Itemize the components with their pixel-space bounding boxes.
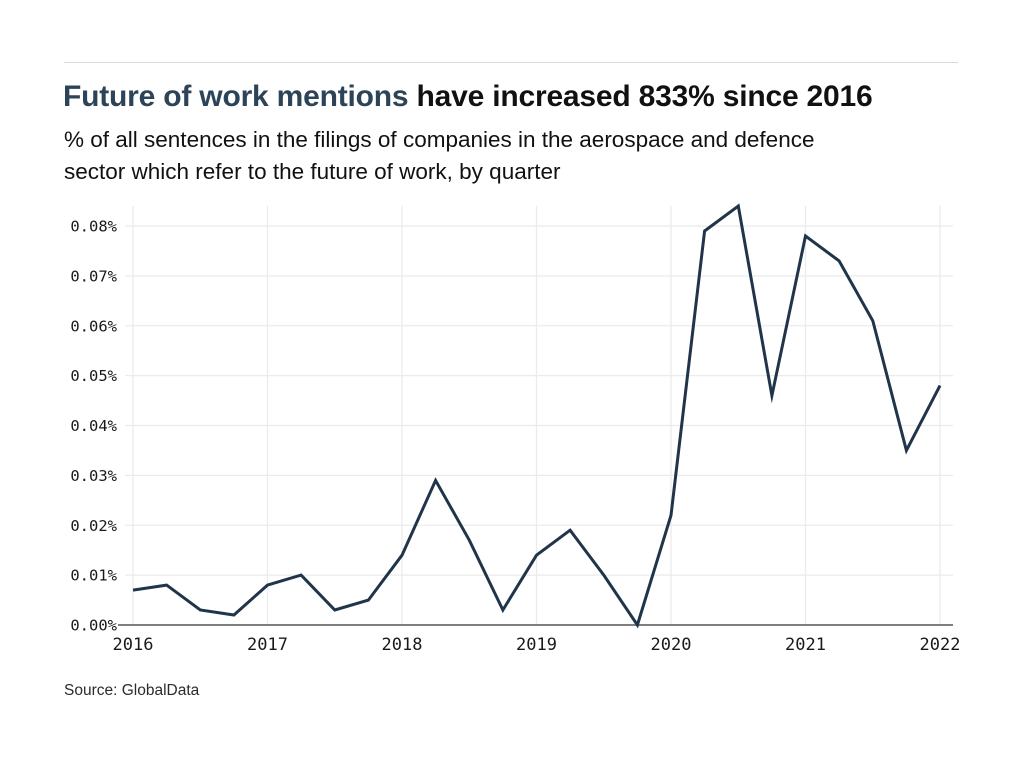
y-tick-label: 0.04% [70, 417, 117, 435]
x-tick-label: 2017 [247, 635, 288, 655]
x-tick-label: 2020 [651, 635, 692, 655]
y-tick-label: 0.08% [70, 218, 117, 236]
y-tick-label: 0.06% [70, 317, 117, 335]
page-title: Future of work mentions have increased 83… [63, 80, 973, 114]
x-tick-label: 2016 [113, 635, 154, 655]
y-tick-label: 0.03% [70, 467, 117, 485]
chart-subtitle: % of all sentences in the filings of com… [64, 124, 984, 188]
y-tick-label: 0.02% [70, 517, 117, 535]
title-highlight: Future of work mentions [63, 80, 409, 113]
x-tick-label: 2021 [785, 635, 826, 655]
chart-subtitle-line-1: % of all sentences in the filings of com… [64, 127, 815, 152]
y-tick-label: 0.07% [70, 267, 117, 285]
title-rest: have increased 833% since 2016 [416, 80, 873, 113]
source-attribution: Source: GlobalData [64, 682, 200, 699]
x-tick-label: 2019 [516, 635, 557, 655]
x-tick-label: 2022 [920, 635, 961, 655]
y-tick-label: 0.01% [70, 567, 117, 585]
y-tick-label: 0.00% [70, 617, 117, 635]
top-divider [64, 62, 958, 63]
x-tick-label: 2018 [382, 635, 423, 655]
series-line-future-of-work [132, 203, 942, 629]
chart-subtitle-line-2: sector which refer to the future of work… [64, 159, 561, 184]
y-tick-label: 0.05% [70, 367, 117, 385]
